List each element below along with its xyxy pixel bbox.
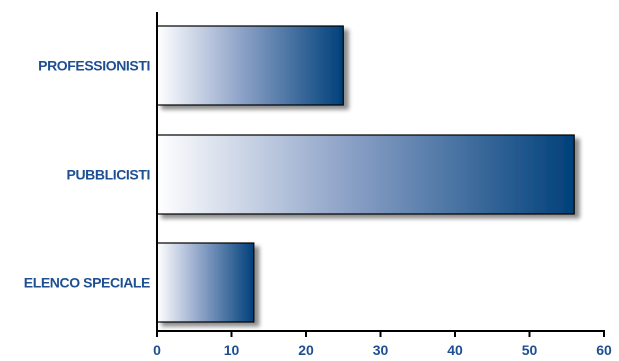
x-tick-label: 30 bbox=[373, 342, 389, 358]
x-tick-label: 0 bbox=[153, 342, 161, 358]
x-tick-label: 20 bbox=[298, 342, 314, 358]
bar-pubblicisti bbox=[156, 134, 575, 215]
category-label: PROFESSIONISTI bbox=[38, 58, 150, 74]
bar-professionisti bbox=[156, 25, 344, 106]
bar-elenco-speciale bbox=[156, 242, 255, 323]
labels-layer: PROFESSIONISTI PUBBLICISTI ELENCO SPECIALE… bbox=[24, 58, 612, 359]
axes-layer bbox=[156, 12, 605, 337]
bars-layer bbox=[156, 25, 575, 323]
x-tick-label: 10 bbox=[224, 342, 240, 358]
category-label: PUBBLICISTI bbox=[67, 167, 151, 183]
x-tick-label: 50 bbox=[522, 342, 538, 358]
x-tick-label: 40 bbox=[447, 342, 463, 358]
category-label: ELENCO SPECIALE bbox=[24, 275, 150, 291]
x-tick-label: 60 bbox=[596, 342, 612, 358]
